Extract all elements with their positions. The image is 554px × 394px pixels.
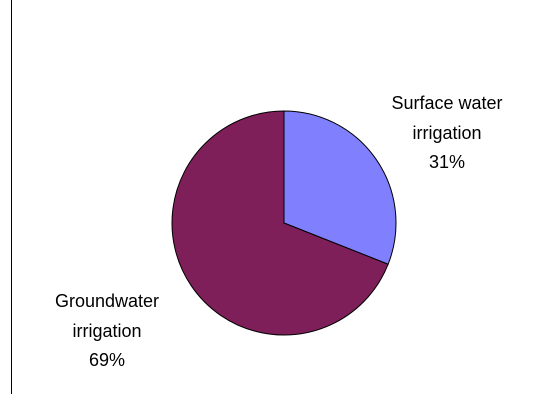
slice-label-groundwater-line1: Groundwater [55,291,159,311]
pie-slice-groundwater [171,110,389,336]
pie-slices [171,110,397,336]
slice-label-surface-line2: irrigation [412,123,481,143]
chart-left-border [11,0,12,394]
slice-percent-groundwater: 69% [89,350,125,370]
pie-slice-surface-water [283,110,397,265]
slice-percent-surface: 31% [429,152,465,172]
slice-label-surface-line1: Surface water [391,93,502,113]
slice-label-groundwater-line2: irrigation [72,321,141,341]
